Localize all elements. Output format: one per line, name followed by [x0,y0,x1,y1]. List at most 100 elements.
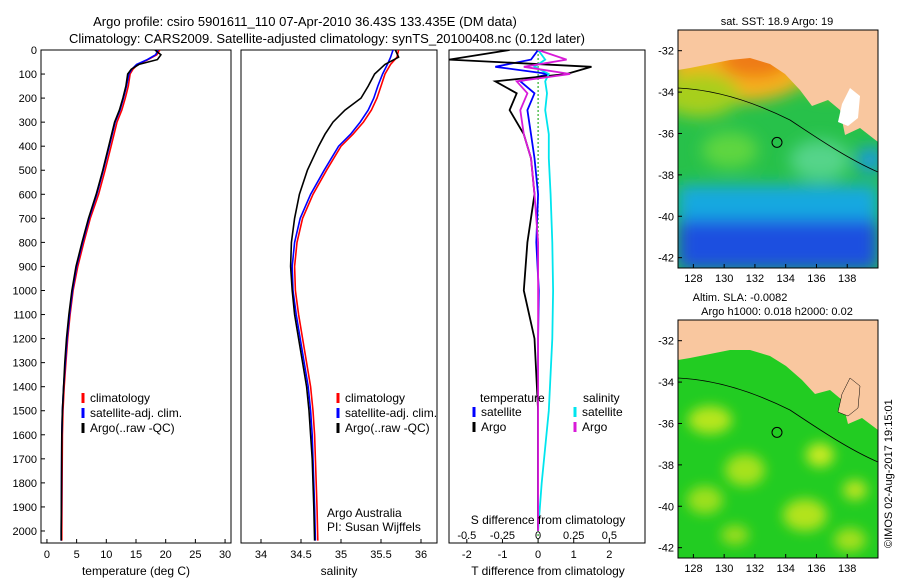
difference-legend-entry: satellite [481,405,522,419]
lon-tick-label: 134 [777,563,795,575]
temperature-panel: 0100200300400500600700800900100011001200… [13,45,232,578]
sla-map-field [678,320,878,558]
lon-tick-label: 134 [777,273,795,285]
difference-legend-entry: Argo [582,420,608,434]
legend-salinity-title: salinity [583,391,620,405]
depth-tick-label: 1800 [13,478,37,490]
lat-tick-label: -36 [658,128,674,140]
salinity-xlabel: salinity [321,564,358,578]
temperature-legend-entry: climatology [90,391,150,405]
s-difference-label: S difference from climatology [471,513,626,527]
temperature-xlabel: temperature (deg C) [82,564,190,578]
lat-tick-label: -38 [658,460,674,472]
t-difference-tick-label: 2 [606,549,612,561]
salinity-tick-label: 36 [415,549,427,561]
difference-axes-frame [448,49,646,544]
difference-series [449,50,592,532]
lon-tick-label: 132 [746,273,764,285]
lat-tick-label: -40 [658,501,674,513]
depth-tick-label: 800 [19,237,37,249]
difference-legend-entry: satellite [582,405,623,419]
s-difference-tick-label: -0.25 [490,530,515,542]
salinity-tick-label: 34 [255,549,267,561]
salinity-tick-labels: 34 34.5 35 35.5 36 [255,539,427,561]
temperature-tick-label: 25 [189,549,201,561]
sla-profile-marker [771,426,783,438]
lat-tick-label: -32 [658,46,674,58]
salinity-legend-entry: climatology [345,391,405,405]
salinity-legend-entry: Argo(..raw -QC) [345,421,430,435]
depth-tick-labels: 0 100 200 300 400 500 600 700 800 900 1000 1100 1200… [13,45,45,538]
lon-tick-label: 130 [715,273,733,285]
depth-tick-label: 1300 [13,358,37,370]
lat-tick-label: -42 [658,543,674,555]
depth-tick-label: 1900 [13,502,37,514]
t-difference-tick-label: 1 [571,549,577,561]
depth-tick-label: 1600 [13,430,37,442]
temperature-tick-label: 15 [130,549,142,561]
t-difference-label: T difference from climatology [471,564,625,578]
lat-tick-label: -42 [658,253,674,265]
depth-tick-label: 1200 [13,334,37,346]
temperature-legend-entry: Argo(..raw -QC) [90,421,175,435]
sla-map-frame [677,319,879,559]
depth-tick-label: 1400 [13,382,37,394]
s-difference-tick-label: 0.5 [602,530,617,542]
difference-panel: -2 -1 0 1 2 -0.5 -0.25 0 0.25 0.5 S difference f… [448,49,646,578]
pi-label: PI: Susan Wijffels [327,520,421,534]
legend-temperature-title: temperature [480,391,545,405]
temperature-tick-labels: 0 5 10 15 20 25 30 [44,539,231,561]
temperature-line-2 [60,50,162,541]
salinity-line-0 [293,50,400,541]
temperature-axes-frame [40,49,232,544]
salinity-tick-label: 34.5 [290,549,311,561]
depth-tick-label: 1100 [13,310,37,322]
depth-tick-label: 500 [19,165,37,177]
temperature-tick-label: 30 [219,549,231,561]
salinity-line-2 [289,50,400,541]
depth-tick-label: 2000 [13,526,37,538]
lon-tick-label: 138 [838,563,856,575]
s-difference-tick-labels: -0.5 -0.25 0 0.25 0.5 [457,530,617,542]
sst-map-title: sat. SST: 18.9 Argo: 19 [721,16,834,28]
lon-tick-label: 138 [838,273,856,285]
lon-tick-label: 132 [746,563,764,575]
difference-legend: temperature salinitysatelliteArgosatellit… [472,391,623,434]
lon-tick-label: 128 [684,563,702,575]
sla-title-line-1: Altim. SLA: -0.0082 [693,292,788,304]
s-difference-tick-label: -0.5 [457,530,476,542]
depth-tick-label: 1000 [13,285,37,297]
lat-tick-label: -34 [658,377,674,389]
title-line-1: Argo profile: csiro 5901611_110 07-Apr-2… [93,14,517,29]
argo-australia-label: Argo Australia [327,506,402,520]
lat-tick-label: -36 [658,418,674,430]
depth-tick-label: 1500 [13,406,37,418]
title-line-2: Climatology: CARS2009. Satellite-adjuste… [69,31,585,46]
sla-lat-tick-labels: -32 -34 -36 -38 -40 -42 [658,336,682,555]
lat-tick-label: -32 [658,336,674,348]
depth-tick-label: 100 [19,69,37,81]
lat-tick-label: -38 [658,170,674,182]
temperature-tick-label: 20 [160,549,172,561]
lon-tick-label: 128 [684,273,702,285]
lat-tick-label: -40 [658,211,674,223]
lon-tick-label: 130 [715,563,733,575]
lon-tick-label: 136 [807,563,825,575]
salinity-line-1 [291,50,394,541]
lat-tick-label: -34 [658,87,674,99]
imos-timestamp: ©IMOS 02-Aug-2017 19:15:01 [883,399,895,548]
difference-line-3 [514,50,571,531]
salinity-axes-frame [240,49,438,544]
salinity-series [289,50,400,541]
temperature-tick-label: 0 [44,549,50,561]
sla-map-panel: Altim. SLA: -0.0082 Argo h1000: 0.018 h2… [658,292,879,575]
depth-tick-label: 200 [19,93,37,105]
sst-lat-tick-labels: -32 -34 -36 -38 -40 -42 [658,46,682,265]
depth-tick-label: 400 [19,141,37,153]
sst-map-field [678,30,878,268]
temperature-series [60,50,162,541]
lon-tick-label: 136 [807,273,825,285]
